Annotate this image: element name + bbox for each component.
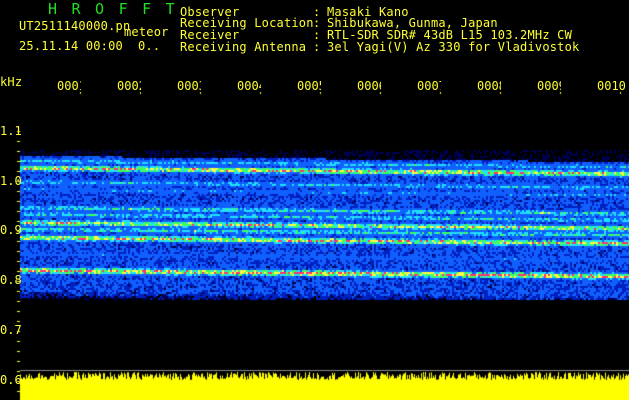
separator: : xyxy=(313,40,321,54)
location-value: Shibukawa, Gunma, Japan xyxy=(327,16,498,30)
freq-label: 0.7 xyxy=(0,323,22,337)
receiver-label: Receiver xyxy=(180,28,240,42)
file-name: UT2511140000.pn xyxy=(19,19,131,33)
app-title: HROFFT xyxy=(48,0,190,18)
time-label: 0009 xyxy=(537,80,561,92)
location-label: Receiving Location xyxy=(180,16,314,30)
separator: : xyxy=(313,16,321,30)
mode-label: meteor xyxy=(124,25,169,39)
date-time: 25.11.14 00:00 xyxy=(19,39,123,53)
freq-label: 1.0 xyxy=(0,174,22,188)
unit-label: kHz xyxy=(0,75,23,89)
antenna-value: 3el Yagi(V) Az 330 for Vladivostok xyxy=(327,40,580,54)
freq-label: 0.8 xyxy=(0,273,22,287)
observer-value: Masaki Kano xyxy=(327,5,409,19)
count-readout: 0.. xyxy=(138,39,161,53)
freq-label: 0.6 xyxy=(0,373,22,387)
time-label: 0005 xyxy=(297,80,321,92)
separator: : xyxy=(313,5,321,19)
time-label: 0004 xyxy=(237,80,261,92)
time-label: 0007 xyxy=(417,80,441,92)
time-label: 0006 xyxy=(357,80,381,92)
antenna-label: Receiving Antenna xyxy=(180,40,307,54)
time-label: 0003 xyxy=(177,80,201,92)
time-label: 0010 xyxy=(597,80,626,92)
separator: : xyxy=(313,28,321,42)
freq-label: 1.1 xyxy=(0,124,22,138)
freq-label: 0.9 xyxy=(0,223,22,237)
time-label: 0008 xyxy=(477,80,501,92)
observer-label: Observer xyxy=(180,5,240,19)
receiver-value: RTL-SDR SDR# 43dB L15 103.2MHz CW xyxy=(327,28,573,42)
time-label: 0002 xyxy=(117,80,141,92)
